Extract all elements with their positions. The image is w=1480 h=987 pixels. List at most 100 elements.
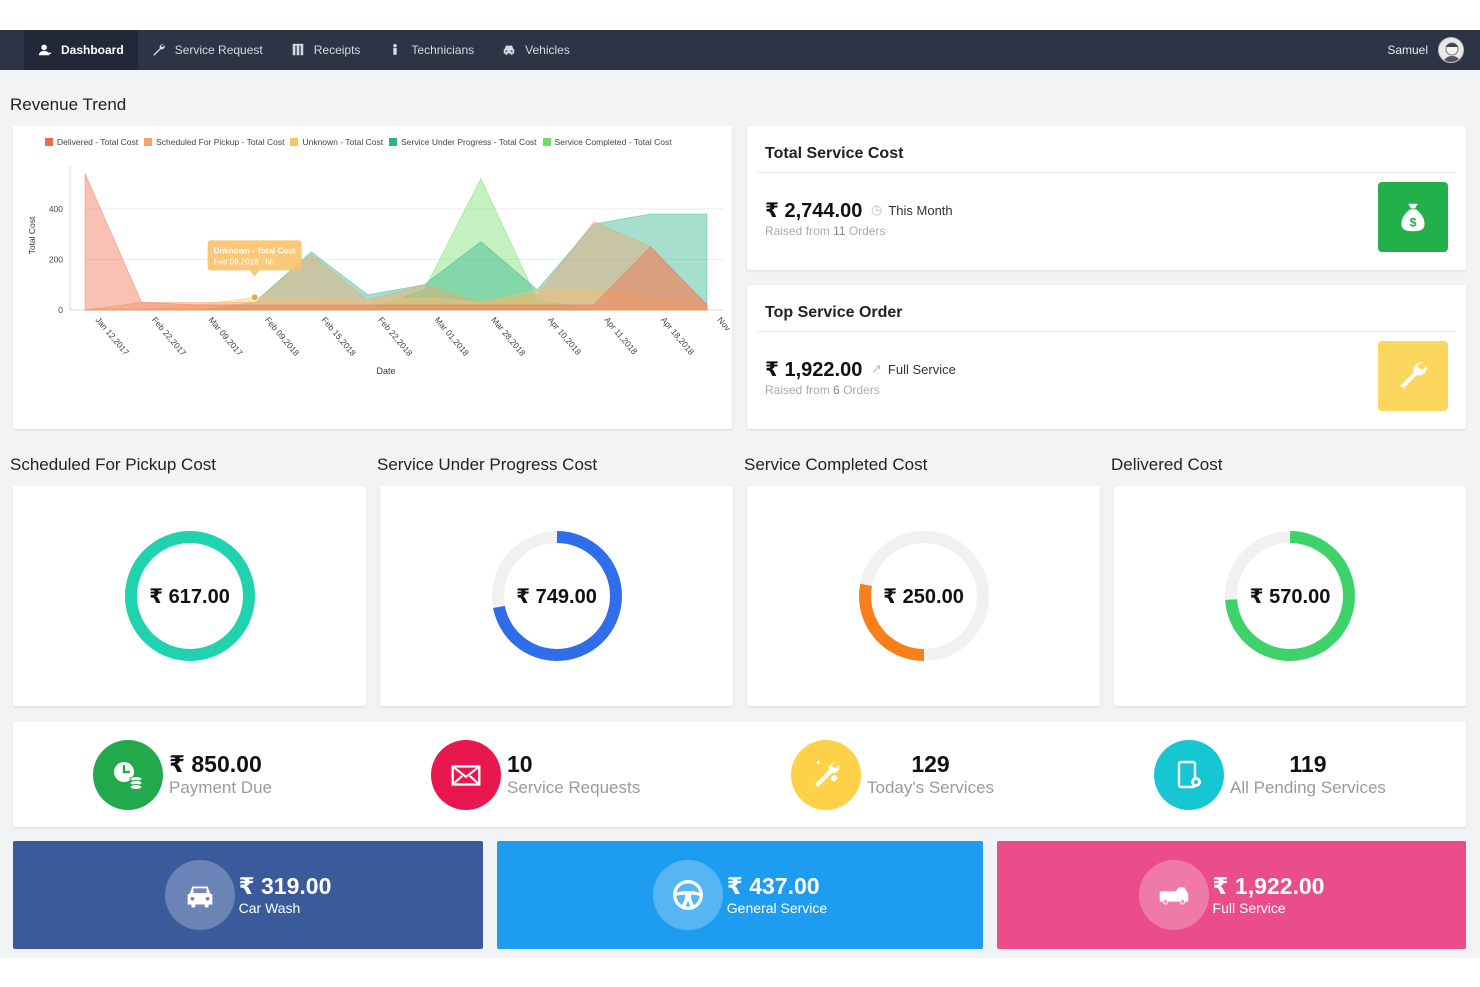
- x-axis-label: Date: [376, 366, 395, 376]
- nav-label: Dashboard: [61, 43, 124, 57]
- stat-pending-services[interactable]: 119 All Pending Services: [1154, 740, 1386, 810]
- dashboard-app: Dashboard Service Request Receipts Techn…: [0, 30, 1480, 958]
- donut-card-under-progress: ₹ 749.00: [380, 486, 733, 706]
- legend-item-under-progress[interactable]: Service Under Progress - Total Cost: [389, 137, 537, 147]
- nav-label: Vehicles: [525, 43, 570, 57]
- x-tick-label: Nov: [715, 315, 732, 334]
- chart-tooltip: Unknown - Total Cost Feb 09,2018 : 50: [207, 240, 302, 277]
- clock-icon: ◷: [871, 202, 883, 217]
- x-tick-label: Mar 28,2018: [489, 315, 528, 358]
- truck-icon: [1138, 860, 1209, 930]
- donut-card-completed: ₹ 250.00: [747, 486, 1100, 706]
- legend-swatch: [542, 138, 551, 146]
- stat-payment-due[interactable]: ₹ 850.00 Payment Due: [93, 740, 272, 810]
- legend-item-completed[interactable]: Service Completed - Total Cost: [542, 137, 672, 147]
- stat-text: 10 Service Requests: [507, 751, 640, 799]
- x-tick-label: Mar 01,2018: [433, 315, 472, 358]
- legend-item-delivered[interactable]: Delivered - Total Cost: [45, 137, 138, 147]
- x-tick-label: Apr 18,2018: [659, 315, 697, 357]
- legend-item-unknown[interactable]: Unknown - Total Cost: [290, 137, 383, 147]
- raised-suffix: Orders: [843, 383, 880, 397]
- revenue-area-chart[interactable]: 0 200 400 Jan 12,2017 Feb 22,2017 Mar 09,2017…: [13, 126, 732, 429]
- stat-text: 119 All Pending Services: [1230, 751, 1386, 799]
- raised-count: 11: [833, 224, 846, 238]
- donut-card-delivered: ₹ 570.00: [1114, 486, 1466, 706]
- total-service-amount: ₹ 2,744.00: [765, 200, 863, 222]
- series-area[interactable]: [84, 173, 708, 311]
- user-name: Samuel: [1387, 43, 1428, 57]
- service-label: Full Service: [887, 361, 956, 377]
- highlight-point[interactable]: [250, 293, 259, 302]
- tile-text: ₹ 437.00 General Service: [727, 873, 827, 917]
- y-tick-label: 400: [49, 204, 63, 214]
- tile-full-service[interactable]: ₹ 1,922.00 Full Service: [997, 841, 1466, 949]
- tile-label: Car Wash: [238, 900, 301, 916]
- donut-title-under-progress: Service Under Progress Cost: [377, 455, 598, 474]
- donut-arc: [1225, 531, 1355, 661]
- nav-item-dashboard[interactable]: Dashboard: [24, 30, 138, 70]
- tile-text: ₹ 1,922.00 Full Service: [1213, 873, 1325, 917]
- legend-swatch: [45, 138, 53, 146]
- stat-text: 129 Today's Services: [867, 751, 994, 799]
- stat-label: Payment Due: [169, 778, 272, 797]
- user-icon: [38, 43, 52, 57]
- tile-general-service[interactable]: ₹ 437.00 General Service: [497, 841, 983, 949]
- raised-prefix: Raised from: [765, 383, 830, 397]
- trend-up-icon: ↗: [871, 361, 882, 376]
- donut-arc: [491, 531, 622, 661]
- top-service-order-title: Top Service Order: [765, 304, 903, 321]
- tile-car-wash[interactable]: ₹ 319.00 Car Wash: [13, 841, 483, 949]
- raised-count: 6: [833, 383, 840, 397]
- legend-label: Unknown - Total Cost: [302, 137, 384, 147]
- user-menu[interactable]: Samuel: [1387, 30, 1464, 70]
- donut-value: ₹ 250.00: [883, 585, 964, 608]
- top-service-order-card: Top Service Order ₹ 1,922.00 ↗ Full Serv…: [747, 285, 1466, 429]
- car-icon: [502, 43, 516, 57]
- legend-item-scheduled[interactable]: Scheduled For Pickup - Total Cost: [144, 137, 284, 147]
- stat-value: 10: [507, 751, 533, 777]
- wrench-icon: [152, 43, 166, 57]
- tile-value: ₹ 319.00: [238, 873, 332, 899]
- donut-title-delivered: Delivered Cost: [1111, 455, 1223, 474]
- svg-text:$: $: [1410, 216, 1417, 230]
- nav-item-technicians[interactable]: Technicians: [374, 30, 488, 70]
- tile-text: ₹ 319.00 Car Wash: [239, 873, 332, 917]
- donut-chart-scheduled: [124, 531, 255, 661]
- legend-label: Delivered - Total Cost: [57, 137, 139, 147]
- nav-label: Service Request: [174, 43, 263, 57]
- y-axis-label: Total Cost: [27, 216, 37, 254]
- nav-label: Receipts: [313, 43, 361, 57]
- donut-title-scheduled: Scheduled For Pickup Cost: [10, 455, 216, 474]
- raised-suffix: Orders: [848, 224, 886, 238]
- revenue-chart-card: Delivered - Total Cost Scheduled For Pic…: [13, 126, 732, 429]
- x-tick-label: Apr 11,2018: [602, 315, 639, 357]
- nav-item-service-request[interactable]: Service Request: [138, 30, 277, 70]
- total-service-cost-card: Total Service Cost ₹ 2,744.00 ◷ This Mon…: [747, 126, 1466, 270]
- x-tick-label: Jan 12,2017: [93, 315, 131, 357]
- top-service-name: ↗ Full Service: [871, 361, 956, 377]
- donut-chart-under-progress: [491, 531, 622, 661]
- nav-item-receipts[interactable]: Receipts: [277, 30, 375, 70]
- nav-item-vehicles[interactable]: Vehicles: [488, 30, 584, 70]
- avatar[interactable]: [1438, 37, 1464, 63]
- divider: [757, 172, 1456, 173]
- stat-service-requests[interactable]: 10 Service Requests: [431, 740, 640, 810]
- series-area[interactable]: [85, 213, 708, 311]
- tooltip-title: Unknown - Total Cost: [214, 246, 296, 255]
- period-label: This Month: [888, 202, 953, 218]
- top-nav: Dashboard Service Request Receipts Techn…: [0, 30, 1480, 70]
- donut-card-scheduled: ₹ 617.00: [13, 486, 366, 706]
- donut-chart-completed: [858, 531, 989, 661]
- nav-label: Technicians: [411, 43, 475, 57]
- technician-icon: [388, 43, 402, 57]
- x-tick-label: Feb 22,2018: [376, 315, 415, 358]
- stat-value: 129: [911, 751, 950, 777]
- donut-value: ₹ 570.00: [1249, 585, 1331, 608]
- stat-label: All Pending Services: [1230, 778, 1386, 797]
- stat-text: ₹ 850.00 Payment Due: [169, 751, 272, 799]
- stat-todays-services[interactable]: 129 Today's Services: [791, 740, 994, 810]
- legend-swatch: [144, 138, 153, 146]
- car-front-icon: [164, 860, 235, 930]
- tile-value: ₹ 1,922.00: [1212, 873, 1325, 899]
- tile-label: Full Service: [1212, 900, 1286, 916]
